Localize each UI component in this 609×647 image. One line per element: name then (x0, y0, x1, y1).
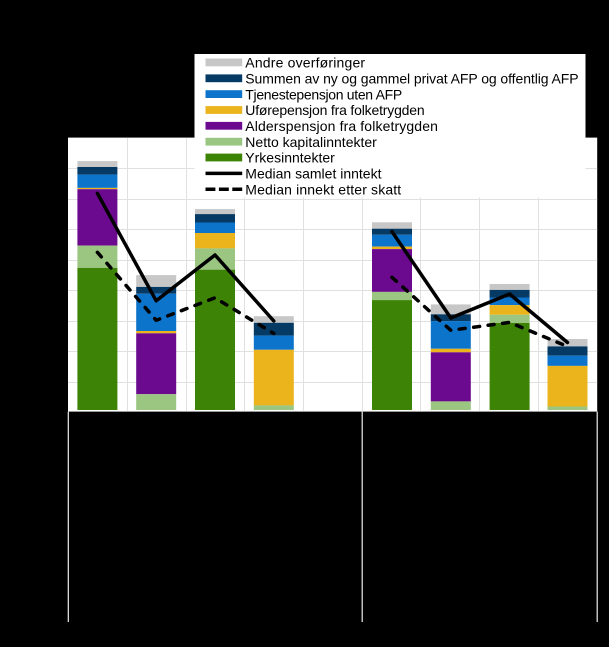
svg-text:Median innekt etter skatt: Median innekt etter skatt (245, 181, 401, 197)
svg-text:Summen av ny og gammel privat: Summen av ny og gammel privat AFP og off… (245, 71, 578, 87)
svg-text:Yrkesinntekter: Yrkesinntekter (245, 150, 335, 166)
svg-text:Alderspensjon fra folketrygden: Alderspensjon fra folketrygden (245, 118, 438, 134)
svg-text:Andre overføringer: Andre overføringer (245, 55, 365, 71)
svg-text:Uførepensjon fra folketrygden: Uførepensjon fra folketrygden (245, 102, 424, 118)
svg-text:Median samlet inntekt: Median samlet inntekt (245, 166, 381, 182)
svg-text:Tjenestepensjon uten AFP: Tjenestepensjon uten AFP (245, 86, 402, 102)
svg-text:Netto kapitalinntekter: Netto kapitalinntekter (245, 134, 377, 150)
